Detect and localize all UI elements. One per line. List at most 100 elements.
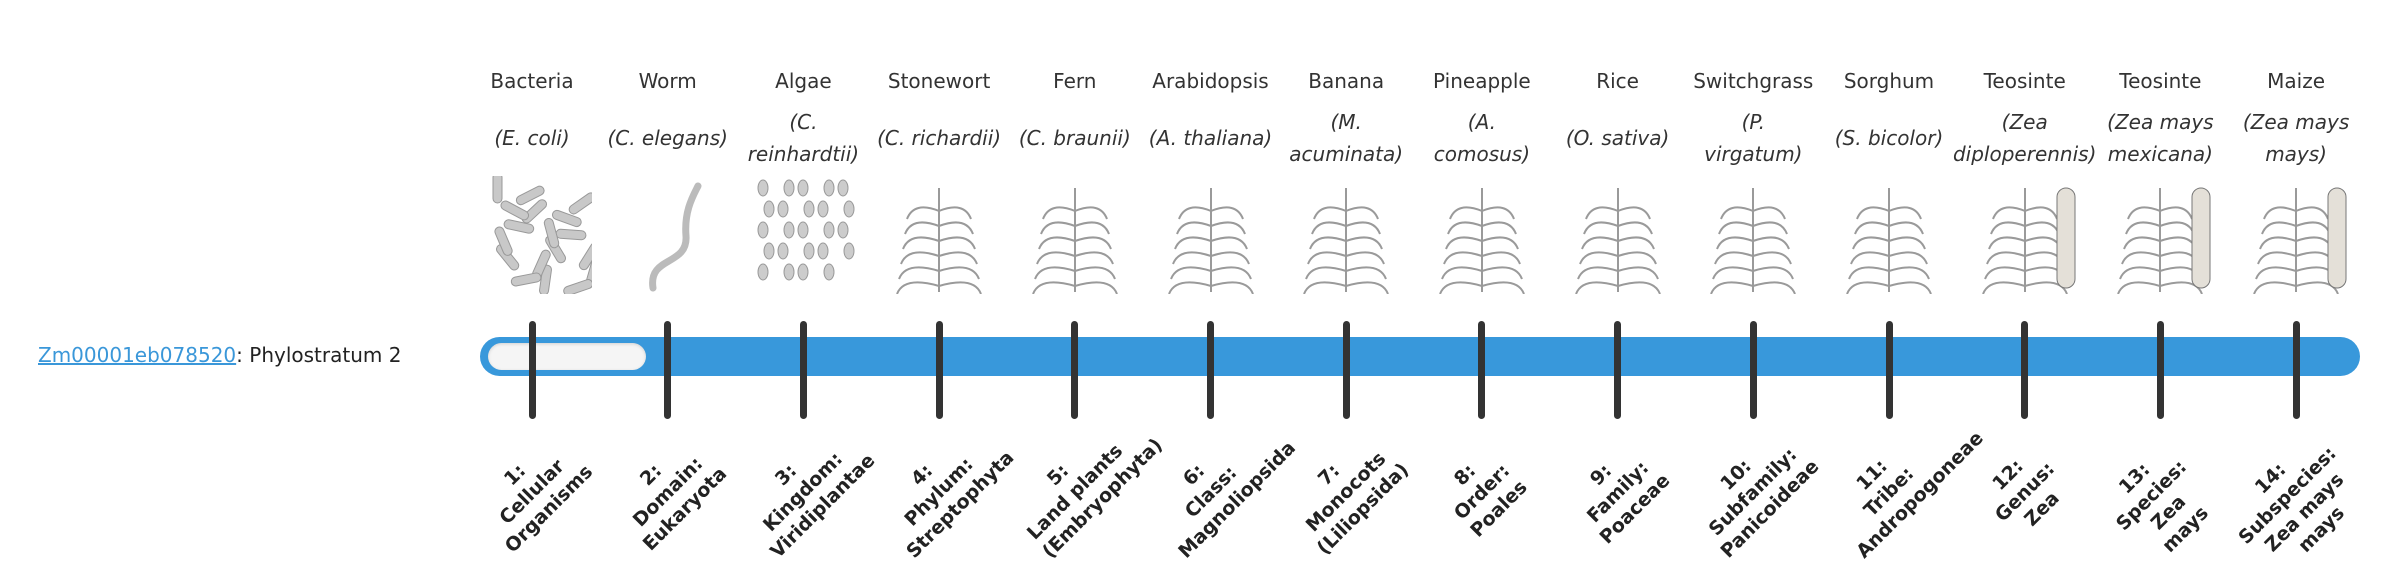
species-line: (Zea (2001, 110, 2048, 134)
stonewort-icon (879, 176, 999, 295)
bacteria-icon (472, 172, 602, 296)
species-name: (Zea mays mexicana) (2092, 106, 2228, 170)
stratum-label: 2: Domain: Eukaryota (596, 421, 739, 564)
stratum-tick (1071, 321, 1079, 419)
species-name: (A. comosus) (1414, 106, 1550, 170)
species-text: (Zea diploperennis) (1953, 106, 2096, 170)
species-text: (S. bicolor) (1835, 122, 1944, 154)
algae-icon (743, 176, 863, 294)
common-name: Stonewort (887, 69, 991, 93)
stratum-tick (799, 321, 807, 419)
species-name: (A. thaliana) (1143, 106, 1279, 170)
stratum-tick (664, 321, 672, 419)
stratum-label: 6: Class: Magnoliopsida (1139, 421, 1300, 564)
phylostratum-bar-fill (488, 343, 646, 370)
species-line: (P. (1741, 110, 1766, 134)
species-line: (C. richardii) (877, 126, 1002, 150)
species-name: (Zea diploperennis) (1953, 106, 2096, 170)
species-name: (M. acuminata) (1278, 106, 1414, 170)
species-text: (O. sativa) (1566, 122, 1669, 154)
species-line: (C. (789, 110, 818, 134)
species-text: (Zea mays mays) (2243, 106, 2349, 170)
species-name: (C. richardii) (871, 106, 1007, 170)
species-text: (C. reinhardtii) (748, 106, 859, 170)
species-line: (C. elegans) (607, 126, 728, 150)
species-line: diploperennis) (1952, 142, 2097, 166)
stratum-tick (1749, 321, 1757, 419)
species-text: (A. thaliana) (1149, 122, 1272, 154)
worm-icon (608, 176, 728, 294)
common-name: Banana (1308, 69, 1385, 93)
gene-heading: Zm00001eb078520: Phylostratum 2 (38, 340, 401, 370)
common-name: Rice (1596, 69, 1639, 93)
arabidopsis-icon (1151, 176, 1271, 295)
species-name: (P. virgatum) (1685, 106, 1821, 170)
species-line: reinhardtii) (747, 142, 860, 166)
rice-icon (1558, 176, 1678, 295)
stratum-tick (528, 321, 536, 419)
stratum-label: 1: Cellular Organisms (461, 421, 604, 564)
stratum-label: 8: Order: Poales (1410, 421, 1553, 564)
stratum-label: 7: Monocots (Liliopsida) (1275, 421, 1418, 564)
species-text: (C. elegans) (607, 122, 728, 154)
species-line: (A. thaliana) (1148, 126, 1273, 150)
species-text: (C. richardii) (877, 122, 1001, 154)
species-name: (C. braunii) (1007, 106, 1143, 170)
common-name: Bacteria (490, 69, 574, 93)
stratum-label: 11: Tribe: Andropogoneae (1818, 421, 1988, 564)
stratum-label: 4: Phylum: Streptophyta (868, 421, 1018, 564)
species-text: (M. acuminata) (1289, 106, 1403, 170)
common-name: Worm (638, 69, 697, 93)
species-text: (A. comosus) (1434, 106, 1530, 170)
switchgrass-icon (1693, 176, 1813, 295)
fern-icon (1015, 176, 1135, 295)
common-name: Teosinte (2119, 69, 2202, 93)
stratum-tick (1885, 321, 1893, 419)
species-name: (C. reinhardtii) (735, 106, 871, 170)
stratum-label: 3: Kingdom: Viridiplantae (732, 421, 879, 564)
species-line: mays) (2265, 142, 2327, 166)
common-name: Sorghum (1843, 69, 1935, 93)
stratum-label: 13: Species: Zea mays (2080, 424, 2240, 584)
common-name: Arabidopsis (1152, 69, 1269, 93)
species-name: (E. coli) (464, 106, 600, 170)
stratum-tick (2021, 321, 2029, 419)
gene-phylostratum: : Phylostratum 2 (236, 343, 402, 367)
species-text: (C. braunii) (1019, 122, 1131, 154)
species-text: (P. virgatum) (1704, 106, 1802, 170)
stratum-tick (935, 321, 943, 419)
stratum-label: 10: Subfamily: Panicoideae (1682, 421, 1825, 564)
teosinte-mexicana-icon (2100, 176, 2220, 295)
species-line: (E. coli) (494, 126, 570, 150)
species-line: (M. (1330, 110, 1362, 134)
stratum-tick (1207, 321, 1214, 419)
species-line: (Zea mays (2242, 110, 2350, 134)
stratum-label: 9: Family: Poaceae (1546, 421, 1689, 564)
phylostratum-bar (480, 337, 2360, 376)
common-name: Pineapple (1433, 69, 1531, 93)
gene-link[interactable]: Zm00001eb078520 (38, 343, 237, 367)
common-name: Fern (1053, 69, 1097, 93)
species-line: mexicana) (2107, 142, 2213, 166)
stratum-label: 5: Land plants (Embryophyta) (1003, 421, 1167, 564)
pineapple-icon (1422, 176, 1542, 295)
common-name: Maize (2267, 69, 2326, 93)
common-name: Algae (775, 69, 832, 93)
common-name: Switchgrass (1693, 69, 1814, 93)
maize-icon (2236, 176, 2356, 295)
stratum-label: 14: Subspecies: Zea mays mays (2216, 424, 2376, 584)
species-name: (Zea mays mays) (2228, 106, 2364, 170)
species-line: virgatum) (1704, 142, 1803, 166)
species-name: (S. bicolor) (1821, 106, 1957, 170)
species-name: (O. sativa) (1550, 106, 1686, 170)
species-line: (Zea mays (2107, 110, 2214, 134)
stratum-tick (2292, 321, 2300, 419)
species-line: (A. (1467, 110, 1496, 134)
species-line: (S. bicolor) (1834, 126, 1944, 150)
teosinte-icon (1965, 176, 2085, 295)
species-line: acuminata) (1289, 142, 1404, 166)
species-text: (Zea mays mexicana) (2107, 106, 2213, 170)
common-name: Teosinte (1983, 69, 2066, 93)
sorghum-icon (1829, 176, 1949, 295)
species-line: comosus) (1433, 142, 1531, 166)
